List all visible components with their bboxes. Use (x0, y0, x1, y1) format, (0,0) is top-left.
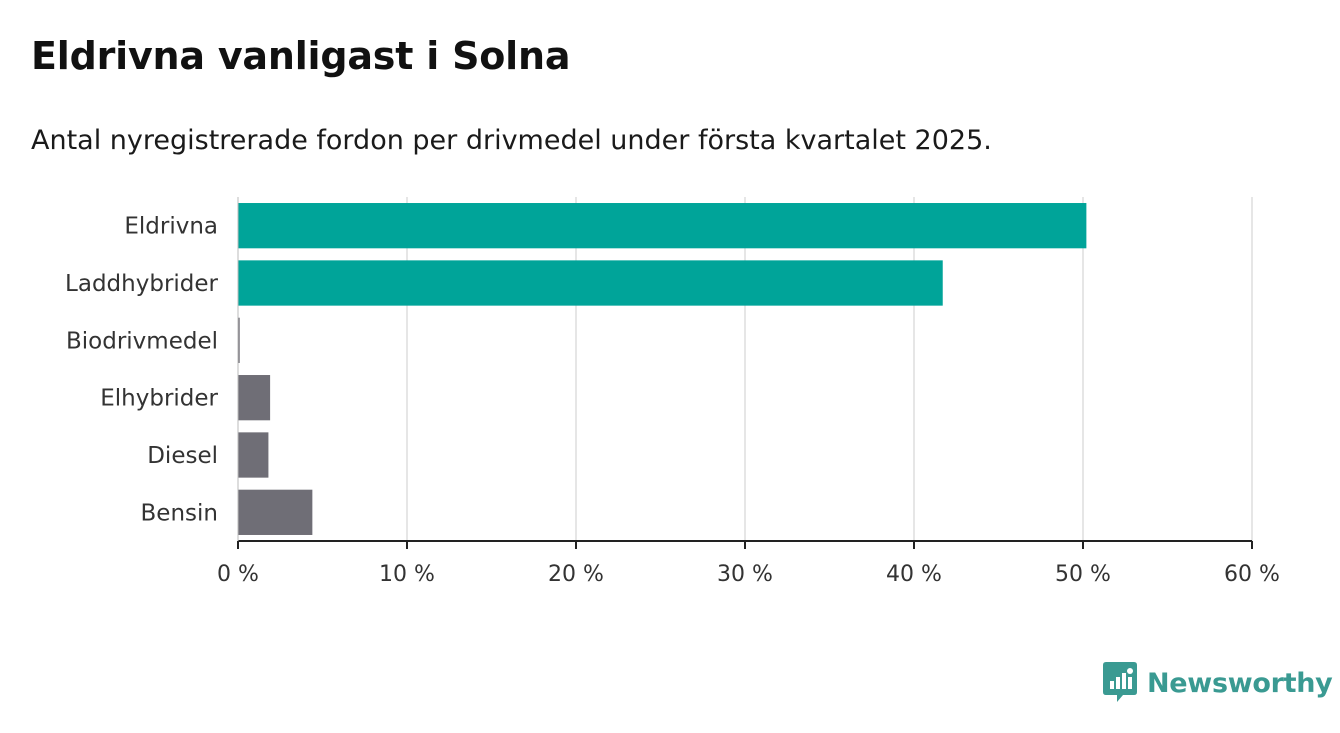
category-label: Eldrivna (124, 214, 218, 240)
bars (238, 203, 1087, 535)
bar-biodrivmedel (238, 317, 240, 363)
x-tick-label: 50 % (1055, 562, 1111, 587)
bar-elhybrider (238, 375, 271, 421)
category-label: Biodrivmedel (66, 328, 218, 354)
newsworthy-logo: Newsworthy (1103, 662, 1333, 704)
x-tick-label: 0 % (217, 562, 259, 587)
bar-laddhybrider (238, 260, 943, 306)
category-labels: Eldrivna Laddhybrider Biodrivmedel Elhybrid… (65, 214, 218, 527)
grid-lines (406, 197, 1253, 541)
x-tick-label: 30 % (717, 562, 773, 587)
category-label: Laddhybrider (65, 271, 218, 297)
newsworthy-logo-icon (1103, 662, 1137, 702)
bar-bensin (238, 489, 313, 535)
chart-title: Eldrivna vanligast i Solna (31, 34, 571, 78)
brand-name: Newsworthy (1147, 667, 1333, 699)
x-tick-label: 60 % (1224, 562, 1280, 587)
x-tick-label: 10 % (379, 562, 435, 587)
x-axis: 0 % 10 % 20 % 30 % 40 % 50 % 60 % (217, 197, 1280, 587)
category-label: Bensin (141, 500, 218, 526)
bar-diesel (238, 432, 269, 478)
category-label: Elhybrider (100, 386, 218, 412)
bar-eldrivna (238, 203, 1087, 249)
x-tick-label: 20 % (548, 562, 604, 587)
x-tick-label: 40 % (886, 562, 942, 587)
category-label: Diesel (147, 443, 218, 469)
chart-subtitle: Antal nyregistrerade fordon per drivmede… (31, 125, 992, 156)
